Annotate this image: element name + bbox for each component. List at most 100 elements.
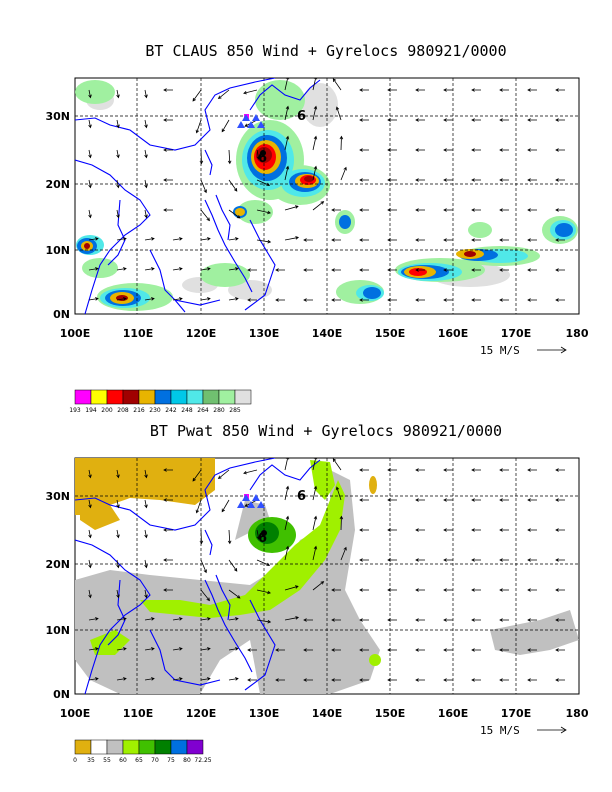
- wind-arrow: [471, 118, 481, 122]
- wind-arrow: [144, 119, 148, 129]
- wind-arrow: [555, 588, 565, 592]
- wind-arrow: [443, 558, 453, 562]
- wind-arrow: [527, 588, 537, 592]
- wind-arrow: [256, 209, 271, 215]
- wind-arrow: [499, 238, 509, 242]
- wind-arrow: [284, 616, 300, 621]
- wind-arrow: [228, 677, 239, 681]
- wind-arrow: [163, 148, 173, 152]
- wind-arrow: [199, 529, 204, 545]
- svg-text:6: 6: [297, 489, 306, 504]
- wind-arrow: [88, 179, 92, 189]
- wind-arrow: [116, 297, 127, 301]
- wind-arrow: [387, 268, 397, 272]
- wind-arrow: [415, 558, 425, 562]
- wind-arrow: [88, 89, 92, 99]
- wind-arrow: [359, 178, 369, 182]
- legend-label: 194: [85, 407, 97, 414]
- wind-arrow: [499, 588, 509, 592]
- wind-arrow: [471, 648, 481, 652]
- wind-arrow: [415, 588, 425, 592]
- wind-arrow: [200, 237, 211, 241]
- wind-arrow: [200, 559, 207, 574]
- tick-label: 10N: [45, 244, 70, 257]
- wind-arrow: [163, 88, 173, 92]
- wind-arrow: [312, 78, 318, 91]
- wind-arrow: [172, 297, 183, 301]
- wind-arrow: [88, 499, 92, 509]
- legend-swatch: [74, 739, 92, 755]
- x-axis: 100E 110E 120E 130E 140E 150E 160E 170E …: [60, 327, 589, 340]
- gyre-locations: 6 6: [237, 109, 306, 166]
- wind-arrow: [163, 528, 173, 532]
- wind-arrow: [116, 529, 120, 539]
- wind-arrow: [243, 469, 258, 475]
- tick-label: 0N: [53, 688, 70, 701]
- legend-label: 60: [119, 757, 127, 764]
- wind-arrow: [303, 268, 313, 272]
- wind-arrow: [331, 648, 341, 652]
- reference-vector: 15 M/S: [480, 344, 567, 357]
- wind-arrow: [527, 238, 537, 242]
- wind-arrow: [331, 678, 341, 682]
- wind-arrow: [443, 618, 453, 622]
- wind-arrow: [471, 618, 481, 622]
- wind-arrow: [256, 239, 272, 244]
- wind-arrow: [116, 237, 127, 241]
- wind-arrow: [555, 268, 565, 272]
- wind-arrow: [555, 558, 565, 562]
- wind-arrow: [200, 589, 210, 602]
- svg-text:6: 6: [258, 151, 267, 166]
- wind-arrow: [275, 648, 285, 652]
- wind-arrow: [499, 528, 509, 532]
- wind-arrow: [116, 119, 120, 129]
- wind-arrow: [499, 88, 509, 92]
- wind-arrow: [228, 617, 239, 621]
- legend-swatch: [106, 389, 124, 405]
- wind-arrow: [443, 208, 453, 212]
- wind-arrow: [312, 165, 318, 181]
- wind-arrow: [555, 648, 565, 652]
- legend-swatch: [122, 389, 140, 405]
- wind-arrow: [415, 648, 425, 652]
- legend-label: 230: [149, 407, 161, 414]
- wind-arrow: [228, 647, 239, 651]
- wind-arrow: [200, 647, 211, 651]
- wind-arrow: [116, 89, 120, 99]
- legend-label: 242: [165, 407, 177, 414]
- wind-arrow: [471, 528, 481, 532]
- color-legend: 0 35 55 60 65 70 75 80 72.25: [73, 739, 212, 764]
- wind-arrow: [555, 618, 565, 622]
- wind-arrow: [387, 468, 397, 472]
- wind-arrow: [443, 268, 453, 272]
- wind-arrow: [144, 209, 148, 219]
- wind-arrow: [312, 581, 325, 591]
- wind-arrow: [275, 298, 285, 302]
- legend-swatch: [218, 389, 236, 405]
- wind-arrow: [144, 179, 148, 189]
- tick-label: 180: [566, 707, 589, 720]
- wind-arrow: [144, 647, 155, 651]
- wind-arrow: [499, 298, 509, 302]
- wind-arrow: [284, 458, 290, 471]
- panel-title: BT Pwat 850 Wind + Gyrelocs 980921/0000: [150, 422, 502, 440]
- wind-arrow: [221, 499, 230, 513]
- tick-label: 160E: [438, 327, 468, 340]
- legend-swatch: [90, 739, 108, 755]
- wind-arrow: [340, 546, 347, 561]
- wind-arrow: [359, 118, 369, 122]
- wind-arrow: [331, 208, 341, 212]
- tick-label: 120E: [186, 707, 216, 720]
- legend-swatch: [154, 739, 172, 755]
- wind-arrow: [116, 209, 120, 219]
- wind-arrow: [471, 298, 481, 302]
- tick-label: 100E: [60, 707, 90, 720]
- legend-label: 35: [87, 757, 95, 764]
- tick-label: 20N: [45, 558, 70, 571]
- wind-arrow: [312, 201, 325, 211]
- wind-arrow: [163, 558, 173, 562]
- wind-arrow: [415, 118, 425, 122]
- wind-arrow: [335, 486, 342, 501]
- wind-arrow: [331, 238, 341, 242]
- wind-arrow: [387, 648, 397, 652]
